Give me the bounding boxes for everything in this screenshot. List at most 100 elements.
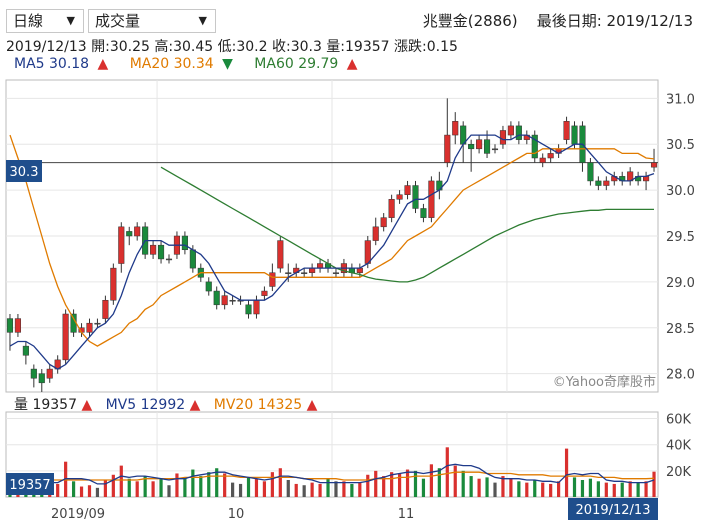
candle-body [483, 139, 491, 154]
mv20-legend: MV20 14325 ▲ [213, 397, 318, 413]
period-value: 日線 [13, 12, 44, 30]
candle-body [229, 299, 236, 302]
price-tick-label: 29.5 [666, 230, 695, 245]
candle-body [309, 267, 316, 273]
volume-bar [453, 465, 457, 497]
volume-bar [223, 473, 227, 497]
candle-body [587, 162, 594, 182]
volume-bar [286, 480, 290, 497]
candle-body [205, 281, 212, 292]
volume-bar [175, 473, 179, 497]
volume-bar [437, 468, 441, 497]
volume-bar [620, 482, 624, 497]
volume-bar [270, 472, 274, 497]
volume-legend: 量 19357 ▲ MV5 12992 ▲ MV20 14325 ▲ [14, 394, 317, 414]
candle-body [380, 217, 387, 228]
candle-body [22, 345, 29, 356]
x-tick-label: 11 [398, 507, 415, 522]
ma60-line [160, 166, 654, 283]
volume-bar [485, 477, 489, 497]
volume-tick-label: 20K [666, 465, 692, 480]
volume-bar [382, 476, 386, 497]
volume-bar [167, 485, 171, 497]
header-info: 兆豐金(2886) 最後日期: 2019/12/13 [423, 10, 693, 31]
x-tick-label: 2019/09 [51, 507, 105, 522]
volume-bar [95, 487, 100, 497]
volume-bar [254, 478, 259, 497]
candle-body [372, 226, 379, 241]
volume-bar [56, 483, 60, 497]
period-select[interactable]: 日線 ▼ [6, 9, 84, 33]
volume-bar [564, 448, 569, 497]
candle-body [444, 134, 451, 163]
volume-bar [413, 470, 418, 497]
volume-bar [79, 486, 84, 497]
candle-body [595, 180, 602, 186]
volume-bar [207, 472, 211, 497]
volume-bar [246, 477, 251, 497]
volume-bar [461, 470, 465, 497]
candle-body [6, 318, 14, 333]
mv20-line [10, 471, 655, 481]
volume-tag: 19357 [6, 473, 54, 495]
volume-bar [278, 468, 282, 497]
volume-bar [429, 464, 433, 497]
candle-body [102, 299, 109, 319]
price-tick-label: 29.0 [666, 276, 695, 291]
volume-bar [374, 470, 378, 497]
date-tag-text: 2019/12/13 [576, 503, 651, 518]
candle-body [452, 121, 459, 136]
candle-body [86, 322, 93, 333]
candle-body [396, 194, 403, 200]
candle-body [30, 368, 37, 379]
candle-body [507, 125, 514, 136]
candle-body [515, 125, 522, 140]
volume-bar [533, 480, 537, 497]
price-tag-text: 30.3 [10, 165, 39, 180]
candle-body [134, 226, 141, 237]
volume-bar [580, 480, 585, 497]
candle-body [364, 240, 371, 264]
ma5-line [9, 134, 655, 370]
volume-bar [604, 482, 608, 497]
volume-bar [588, 478, 593, 497]
ma20-legend: MA20 30.34 ▼ [129, 56, 233, 72]
watermark: ©Yahoo奇摩股市 [553, 374, 656, 390]
volume-value-legend: 量 19357 ▲ [14, 397, 93, 413]
volume-bar [71, 481, 76, 497]
volume-bar [199, 476, 203, 497]
ma5-legend: MA5 30.18 ▲ [14, 56, 109, 72]
volume-bar [334, 481, 338, 497]
price-tick-label: 28.5 [666, 322, 695, 337]
candle-body [356, 267, 363, 273]
volume-tick-label: 40K [666, 439, 692, 454]
volume-bar [238, 483, 243, 497]
volume-bar [159, 478, 163, 497]
candle-body [563, 121, 570, 140]
candle-body [420, 208, 427, 218]
candle-body [404, 185, 411, 195]
price-tick-label: 30.0 [666, 184, 695, 199]
candle-body [213, 290, 220, 306]
candle-body [126, 231, 133, 237]
volume-bar [421, 478, 426, 497]
chevron-down-icon: ▼ [66, 14, 75, 27]
candle-body [428, 180, 435, 218]
volume-bar [103, 480, 107, 497]
indicator-select[interactable]: 成交量 ▼ [88, 9, 216, 33]
candle-body [539, 157, 546, 163]
volume-bar [262, 481, 267, 497]
volume-bar [318, 483, 322, 497]
candle-body [46, 368, 53, 379]
volume-bar [644, 481, 648, 497]
volume-bar [596, 481, 600, 497]
volume-bar [636, 482, 640, 497]
volume-bar [549, 483, 553, 497]
volume-tag-text: 19357 [9, 478, 50, 493]
volume-bar [612, 483, 616, 497]
candle-body [285, 272, 292, 274]
price-tick-label: 28.0 [666, 368, 695, 383]
candle-body [603, 180, 610, 186]
candle-body [110, 267, 117, 301]
